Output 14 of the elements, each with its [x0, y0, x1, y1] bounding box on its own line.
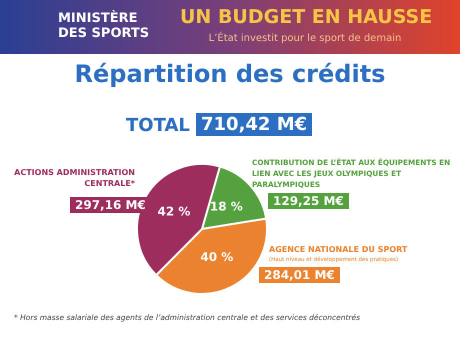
slice-label: ACTIONS ADMINISTRATION CENTRALE*: [13, 167, 135, 189]
data-label: 18 %: [210, 200, 243, 214]
chart-title: UN BUDGET EN HAUSSE: [180, 6, 432, 28]
text: MINISTÈRE DES SPORTS: [58, 11, 150, 41]
data-label: 40 %: [200, 250, 234, 264]
chart-subtitle: L’État investit pour le sport de demain: [208, 33, 402, 44]
text: TOTAL: [126, 115, 190, 136]
data-label: 42 %: [158, 204, 190, 219]
text: 129,25 M€: [268, 193, 349, 209]
text: 710,42 M€: [196, 113, 312, 136]
text: Répartition des crédits: [74, 60, 386, 88]
text: 297,16 M€: [70, 197, 151, 213]
slice-label: AGENCE NATIONALE DU SPORT: [269, 244, 408, 255]
text: 284,01 M€: [259, 267, 340, 283]
